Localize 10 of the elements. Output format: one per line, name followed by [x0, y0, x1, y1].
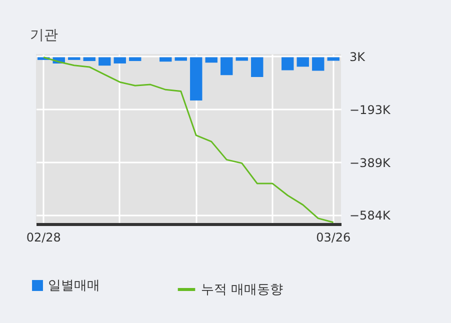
x-tick-label: 02/28 — [26, 230, 61, 244]
y-tick-label: −193K — [350, 102, 392, 117]
y-tick-label: 3K — [350, 50, 366, 64]
y-tick-label: −584K — [350, 208, 392, 223]
line-series — [42, 56, 334, 224]
y-tick-label: −389K — [350, 156, 392, 170]
legend-label: 일별매매 — [48, 278, 100, 294]
chart-title: 기관 — [30, 27, 58, 44]
x-tick-label: 03/26 — [316, 230, 351, 244]
legend-label: 누적 매매동향 — [201, 282, 284, 298]
